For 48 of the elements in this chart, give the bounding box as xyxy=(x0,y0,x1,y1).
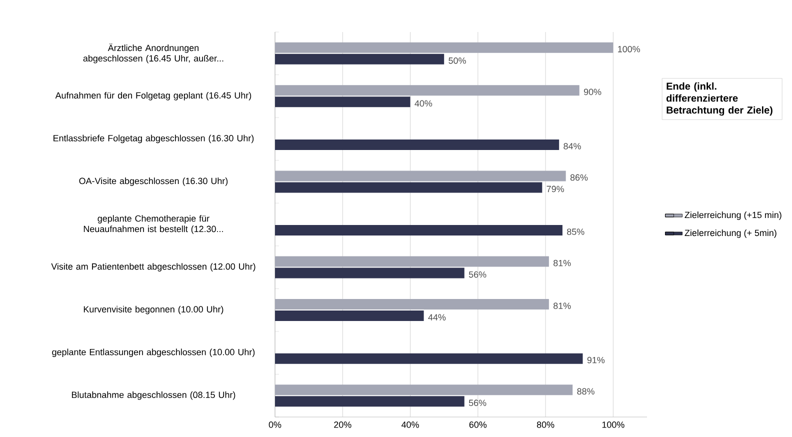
x-tick-label: 100% xyxy=(602,422,624,428)
data-label: 90% xyxy=(584,88,602,96)
y-tick-label: geplante Entlassungen abgeschlossen (10.00 Uhr) xyxy=(52,348,255,358)
data-label: 56% xyxy=(468,271,486,278)
bar xyxy=(275,256,549,267)
data-label: 44% xyxy=(428,314,446,320)
data-label: 56% xyxy=(468,400,486,406)
y-tick-label: Ärztliche Anordnungen abgeschlossen (16.45 Uhr, außer... xyxy=(83,43,224,64)
y-tick-label: Aufnahmen für den Folgetag geplant (16.45 Uhr) xyxy=(55,92,252,100)
bar xyxy=(275,96,410,108)
y-tick-label: Entlassbriefe Folgetag abgeschlossen (16.30 Uhr) xyxy=(54,134,254,144)
data-label: 91% xyxy=(587,356,605,364)
x-tick-label: 40% xyxy=(402,422,419,428)
data-label: 79% xyxy=(546,186,564,192)
bar xyxy=(275,170,566,182)
y-tick-label: geplante Chemotherapie für Neuaufnahmen ist bestellt (12.30... xyxy=(84,215,223,234)
x-tick-label: 60% xyxy=(469,422,487,428)
data-label: 85% xyxy=(567,228,584,235)
legend-label: Zielerreichung (+ 5min) xyxy=(684,229,776,238)
y-tick-label: Kurvenvisite begonnen (10.00 Uhr) xyxy=(84,306,224,314)
bar xyxy=(275,139,560,150)
x-tick-label: 80% xyxy=(536,422,554,428)
bar xyxy=(275,42,614,53)
x-tick-label: 20% xyxy=(334,422,352,428)
bar xyxy=(275,85,580,96)
data-label: 88% xyxy=(577,388,594,395)
bar xyxy=(275,384,573,396)
legend-label: Zielerreichung (+15 min) xyxy=(684,212,782,220)
text: Ende (inkl. differenziertere Betrachtung der Ziele) xyxy=(666,82,772,116)
y-tick-label: Blutabnahme abgeschlossen (08.15 Uhr) xyxy=(72,391,236,400)
data-label: 84% xyxy=(564,143,581,150)
bar xyxy=(275,268,464,278)
data-label: 50% xyxy=(448,57,466,64)
bar xyxy=(275,182,542,193)
data-label: 40% xyxy=(414,100,432,107)
data-label: 100% xyxy=(618,46,640,52)
data-label: 86% xyxy=(570,174,588,181)
bar xyxy=(275,396,464,407)
bar xyxy=(275,54,444,64)
bar xyxy=(275,353,583,364)
data-label: 81% xyxy=(554,260,571,266)
bar xyxy=(275,299,549,310)
bar xyxy=(275,310,424,322)
data-label: 81% xyxy=(554,302,571,309)
y-tick-label: Visite am Patientenbett abgeschlossen (12.00 Uhr) xyxy=(51,263,256,272)
bar xyxy=(275,225,562,236)
y-tick-label: OA-Visite abgeschlossen (16.30 Uhr) xyxy=(79,178,228,186)
x-tick-label: 0% xyxy=(268,422,282,428)
